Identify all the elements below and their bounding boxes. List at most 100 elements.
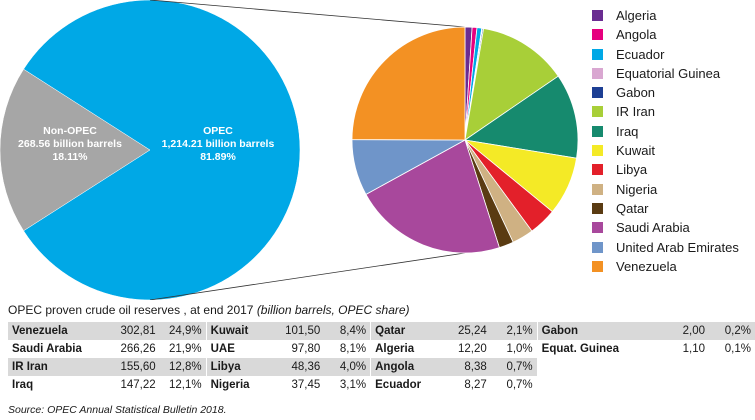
connector-lines xyxy=(149,0,466,300)
country-cell: Gabon xyxy=(536,322,638,340)
legend-label: Saudi Arabia xyxy=(616,220,690,236)
share-cell xyxy=(709,376,755,394)
label-opec: OPEC 1,214.21 billion barrels 81.89% xyxy=(162,125,275,163)
legend-swatch xyxy=(592,241,603,253)
legend-swatch xyxy=(592,145,603,157)
slice-iraq xyxy=(463,75,579,159)
caption-sub: (billion barrels, OPEC share) xyxy=(256,303,410,317)
legend-label: Algeria xyxy=(616,8,657,23)
share-cell: 0,7% xyxy=(490,358,538,376)
legend-item-kuwait: Kuwait xyxy=(592,141,755,160)
legend-label: Ecuador xyxy=(616,46,665,62)
share-cell: 12,8% xyxy=(159,358,207,376)
legend-swatch xyxy=(592,164,603,176)
legend-item-angola: Angola xyxy=(592,25,755,44)
legend-label: Qatar xyxy=(616,200,649,216)
legend-swatch xyxy=(592,222,603,234)
country-cell xyxy=(536,358,638,376)
reserve-cell: 37,45 xyxy=(291,379,321,391)
share-cell: 4,0% xyxy=(324,358,371,376)
reserve-cell: 266,26 xyxy=(120,343,156,355)
legend-label: United Arab Emirates xyxy=(616,239,739,255)
table-row: Iraq 147,22 12,1% Nigeria 37,45 3,1% Ecuador 8,… xyxy=(8,376,755,394)
legend-item-venezuela: Venezuela xyxy=(592,257,755,276)
legend-swatch xyxy=(592,87,603,99)
reserve-cell: 155,60 xyxy=(95,358,160,376)
connector-top xyxy=(149,0,466,28)
reserve-cell: 1,10 xyxy=(682,343,706,355)
reserves-table: Venezuela 302,81 24,9% Kuwait 101,50 8,4% Qata… xyxy=(8,322,755,394)
legend-label: Equatorial Guinea xyxy=(616,65,721,81)
legend-label: IR Iran xyxy=(616,104,656,120)
table-row: Saudi Arabia 266,26 21,9% UAE 97,80 8,1% Alger… xyxy=(8,340,755,358)
legend-swatch xyxy=(592,183,603,195)
country-cell xyxy=(536,376,638,394)
share-cell xyxy=(709,358,755,376)
share-cell: 0,7% xyxy=(506,379,533,391)
opec-members-pie xyxy=(351,26,579,254)
country-cell: Algeria xyxy=(370,340,428,358)
reserve-cell: 101,50 xyxy=(260,322,325,340)
legend-item-libya: Libya xyxy=(592,160,755,179)
slice-opec xyxy=(23,0,301,300)
table-row: Venezuela 302,81 24,9% Kuwait 101,50 8,4% Qata… xyxy=(8,322,755,340)
reserve-cell: 147,22 xyxy=(120,379,156,391)
table-row: IR Iran 155,60 12,8% Libya 48,36 4,0% Angola 8,… xyxy=(8,358,755,376)
legend-item-ir-iran: IR Iran xyxy=(592,102,755,121)
legend-label: Gabon xyxy=(616,85,656,101)
reserve-cell: 8,38 xyxy=(427,358,491,376)
reserve-cell: 25,24 xyxy=(427,322,491,340)
share-cell: 8,1% xyxy=(339,343,367,355)
share-cell: 2,1% xyxy=(490,322,538,340)
share-cell: 3,1% xyxy=(339,379,367,391)
country-cell: Kuwait xyxy=(205,322,261,340)
source-note: Source: OPEC Annual Statistical Bulletin… xyxy=(8,404,227,416)
caption-main: OPEC proven crude oil reserves , at end … xyxy=(8,303,254,317)
reserve-cell: 2,00 xyxy=(637,322,710,340)
legend-label: Venezuela xyxy=(616,258,677,274)
legend: Algeria Angola Ecuador Equatorial Guinea Gab… xyxy=(592,6,755,276)
share-cell: 0,1% xyxy=(724,343,751,355)
country-cell: Qatar xyxy=(370,322,428,340)
slice-venezuela xyxy=(351,26,466,141)
legend-label: Angola xyxy=(616,27,657,43)
slice-non-opec xyxy=(0,68,151,232)
legend-label: Iraq xyxy=(616,123,639,139)
reserve-cell: 8,27 xyxy=(464,379,487,391)
country-cell: Ecuador xyxy=(370,376,428,394)
share-cell: 24,9% xyxy=(159,322,207,340)
legend-item-ecuador: Ecuador xyxy=(592,45,755,64)
country-cell: IR Iran xyxy=(8,358,96,376)
connector-bottom xyxy=(149,252,466,300)
legend-swatch xyxy=(592,260,603,272)
reserve-cell xyxy=(637,376,710,394)
opec-share-pie: Non-OPEC 268.56 billion barrels 18.11% OPEC… xyxy=(0,0,301,300)
label-non-opec: Non-OPEC 268.56 billion barrels 18.11% xyxy=(18,125,122,163)
share-cell: 12,1% xyxy=(168,379,202,391)
pie-charts: Non-OPEC 268.56 billion barrels 18.11% OPEC… xyxy=(0,0,579,300)
legend-item-iraq: Iraq xyxy=(592,122,755,141)
share-cell: 0,2% xyxy=(709,322,755,340)
legend-swatch xyxy=(592,202,603,214)
legend-item-nigeria: Nigeria xyxy=(592,180,755,199)
country-cell: Saudi Arabia xyxy=(12,343,82,355)
reserve-cell: 12,20 xyxy=(458,343,487,355)
legend-swatch xyxy=(592,67,603,79)
country-cell: Iraq xyxy=(12,379,34,391)
legend-label: Nigeria xyxy=(616,181,658,197)
country-cell: Venezuela xyxy=(8,322,96,340)
legend-swatch xyxy=(592,48,603,60)
share-cell: 8,4% xyxy=(324,322,371,340)
reserve-cell: 302,81 xyxy=(95,322,160,340)
legend-swatch xyxy=(592,29,603,41)
reserve-cell: 48,36 xyxy=(260,358,325,376)
country-cell: UAE xyxy=(205,340,261,358)
country-cell: Nigeria xyxy=(205,376,261,394)
legend-swatch xyxy=(592,10,603,21)
legend-swatch xyxy=(592,125,603,137)
country-cell: Equat. Guinea xyxy=(536,340,638,358)
legend-label: Kuwait xyxy=(616,143,656,159)
legend-item-saudi-arabia: Saudi Arabia xyxy=(592,218,755,237)
reserve-cell xyxy=(637,358,710,376)
legend-item-algeria: Algeria xyxy=(592,6,755,25)
